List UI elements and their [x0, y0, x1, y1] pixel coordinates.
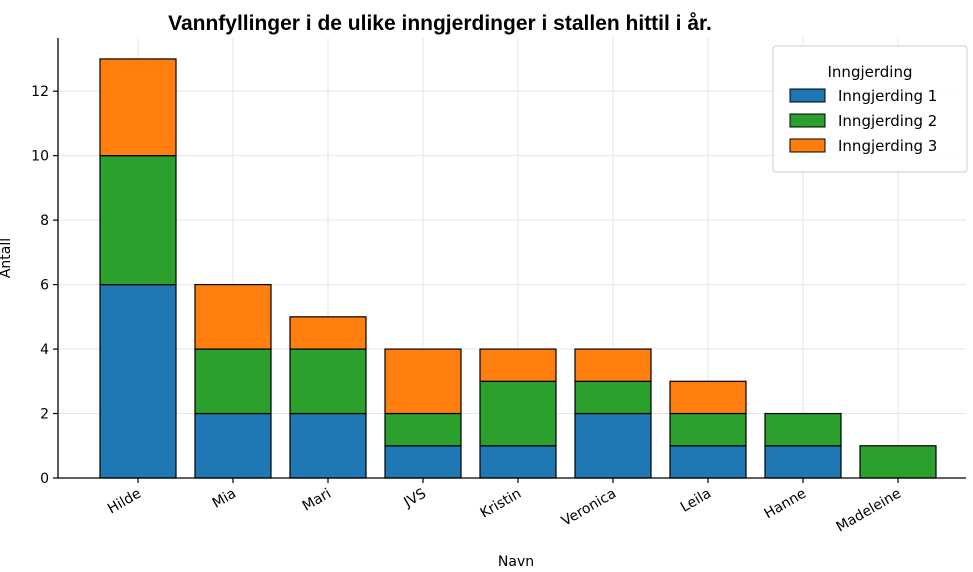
y-tick-label: 4 [40, 342, 49, 358]
x-tick-label-madeleine: Madeleine [834, 486, 904, 536]
bar-mia-inngjerding-2 [194, 348, 272, 415]
x-axis-label: Navn [498, 554, 534, 567]
bar-jvs-inngjerding-3 [384, 348, 462, 415]
bars [99, 58, 937, 479]
bar-leila-inngjerding-1 [669, 445, 747, 479]
legend-swatch-inngjerding-2 [789, 113, 826, 128]
legend-label-inngjerding-3: Inngjerding 3 [838, 137, 937, 155]
x-tick-label-leila: Leila [678, 486, 714, 516]
x-tick-label-hilde: Hilde [105, 486, 144, 518]
bar-veronica-inngjerding-2 [574, 380, 652, 415]
legend-title: Inngjerding [828, 63, 913, 81]
legend-swatch-inngjerding-3 [789, 138, 826, 153]
bar-leila-inngjerding-2 [669, 412, 747, 447]
y-tick-label: 10 [31, 149, 49, 165]
bar-mari-inngjerding-2 [289, 348, 367, 415]
bar-hilde-inngjerding-3 [99, 58, 177, 157]
axes [57, 38, 966, 479]
bar-hilde-inngjerding-2 [99, 155, 177, 286]
y-axis-label: Antall [0, 238, 14, 278]
bar-kristin-inngjerding-2 [479, 380, 557, 447]
x-tick-label-veronica: Veronica [559, 486, 619, 530]
bar-madeleine-inngjerding-2 [859, 445, 937, 479]
legend-label-inngjerding-2: Inngjerding 2 [838, 112, 937, 130]
y-tick-label: 2 [40, 407, 49, 423]
x-tick-label-mia: Mia [210, 486, 239, 512]
y-tick-label: 12 [31, 84, 49, 100]
bar-mia-inngjerding-1 [194, 412, 272, 479]
x-ticks: Hilde Mia Mari JVS Kristin Veronica Leila Hanne… [105, 478, 904, 535]
bar-mari-inngjerding-3 [289, 316, 367, 350]
legend-swatch-inngjerding-1 [789, 88, 826, 103]
bar-veronica-inngjerding-1 [574, 412, 652, 479]
bar-leila-inngjerding-3 [669, 380, 747, 415]
bar-hanne-inngjerding-1 [764, 445, 842, 479]
y-tick-label: 0 [40, 471, 49, 487]
legend-entries: Inngjerding 1 Inngjerding 2 Inngjerding 3 [789, 87, 937, 155]
bar-jvs-inngjerding-2 [384, 412, 462, 447]
bar-kristin-inngjerding-3 [479, 348, 557, 382]
bar-mari-inngjerding-1 [289, 412, 367, 479]
bar-kristin-inngjerding-1 [479, 445, 557, 479]
bar-veronica-inngjerding-3 [574, 348, 652, 382]
bar-hanne-inngjerding-2 [764, 412, 842, 447]
x-tick-label-mari: Mari [300, 486, 334, 515]
x-tick-label-jvs: JVS [401, 486, 430, 512]
bar-mia-inngjerding-3 [194, 283, 272, 350]
chart-title: Vannfyllinger i de ulike inngjerdinger i… [168, 12, 712, 35]
x-tick-label-hanne: Hanne [762, 486, 809, 523]
x-tick-label-kristin: Kristin [478, 486, 524, 522]
y-ticks: 0 2 4 6 8 10 12 [31, 84, 58, 487]
y-tick-label: 8 [40, 213, 49, 229]
bar-jvs-inngjerding-1 [384, 445, 462, 479]
legend-label-inngjerding-1: Inngjerding 1 [838, 87, 937, 105]
y-tick-label: 6 [40, 278, 49, 294]
bar-hilde-inngjerding-1 [99, 283, 177, 479]
